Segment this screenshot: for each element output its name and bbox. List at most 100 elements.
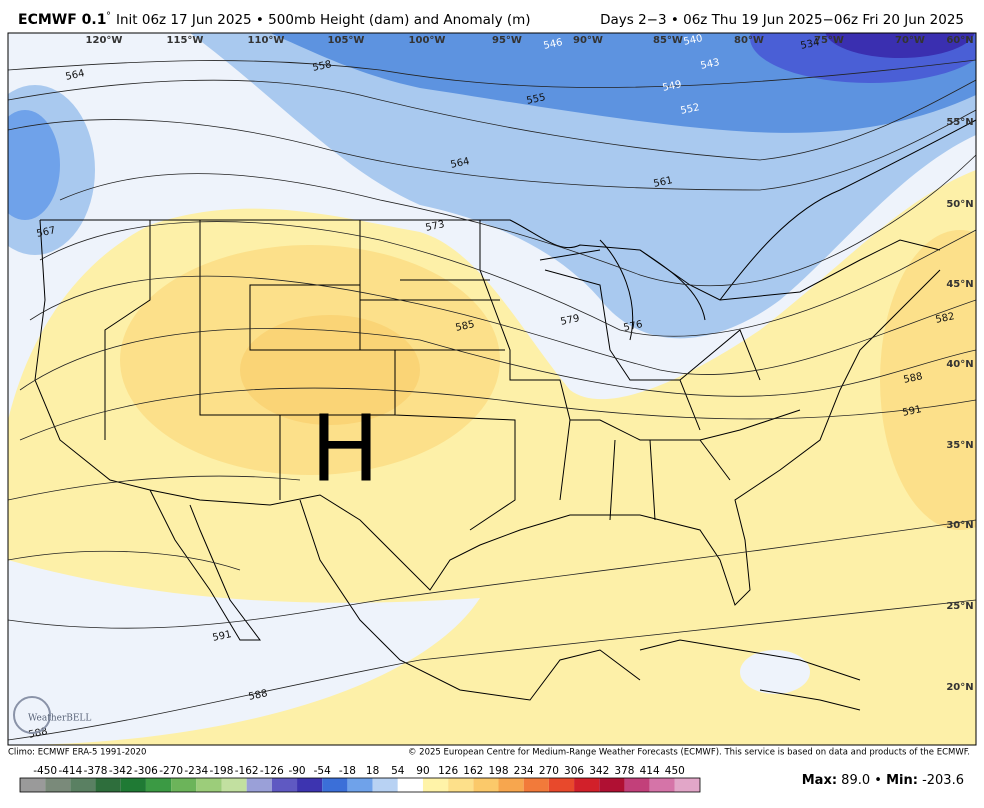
colorbar-label: -270: [159, 765, 183, 777]
contour-label: 591: [902, 404, 923, 419]
contour-label: 540: [683, 33, 704, 48]
colorbar-label: -450: [33, 765, 57, 777]
height-contour: [8, 79, 976, 161]
colorbar-label: 270: [539, 765, 559, 777]
colorbar-swatch: [246, 778, 272, 792]
boundary: [149, 489, 261, 641]
colorbar-label: -90: [288, 765, 305, 777]
anomaly-field: [240, 315, 420, 425]
anomaly-field: [880, 230, 976, 530]
colorbar-swatch: [20, 778, 46, 792]
height-contour: [8, 599, 976, 741]
contour-label: 561: [653, 175, 674, 190]
latitude-label: 55°N: [946, 117, 973, 128]
longitude-label: 105°W: [328, 35, 365, 46]
boundary: [479, 220, 801, 441]
anomaly-field: [825, 33, 975, 58]
colorbar-swatch: [548, 778, 575, 792]
colorbar-label: -18: [339, 765, 356, 777]
colorbar-label: -198: [210, 765, 234, 777]
colorbar-swatch: [523, 778, 549, 792]
colorbar-label: -306: [134, 765, 158, 777]
colorbar-label: -126: [260, 765, 284, 777]
colorbar-swatch: [674, 778, 700, 792]
boundary: [559, 419, 731, 521]
colorbar-label: -162: [235, 765, 259, 777]
map-frame: [7, 32, 977, 746]
boundary: [360, 279, 505, 351]
separator: •: [874, 773, 882, 788]
longitude-label: 70°W: [895, 35, 925, 46]
max-label: Max:: [802, 773, 837, 788]
anomaly-field: [70, 33, 150, 71]
contour-label: 573: [425, 219, 446, 234]
contour-label: 546: [543, 37, 564, 52]
latitude-label: 40°N: [946, 359, 973, 370]
height-contour: [8, 59, 976, 88]
min-value: -203.6: [922, 773, 964, 788]
longitude-label: 90°W: [573, 35, 603, 46]
colorbar-swatch: [297, 778, 323, 792]
boundary: [280, 220, 516, 531]
longitude-label: 115°W: [167, 35, 204, 46]
boundary: [40, 219, 941, 301]
colorbar-swatch: [171, 778, 197, 792]
climo-note: Climo: ECMWF ERA-5 1991-2020: [8, 748, 146, 758]
colorbar-label: -342: [109, 765, 133, 777]
height-contour: [39, 221, 976, 337]
colorbar-swatch: [599, 778, 625, 792]
contour-label: 564: [450, 156, 471, 171]
colorbar-label: 342: [589, 765, 609, 777]
boundary: [719, 119, 976, 301]
colorbar-frame: [19, 777, 701, 793]
contour-label: 588: [248, 688, 269, 703]
longitude-label: 100°W: [409, 35, 446, 46]
colorbar-swatch: [347, 778, 373, 792]
colorbar-label: 198: [488, 765, 508, 777]
colorbar-swatch: [397, 778, 423, 792]
latitude-label: 30°N: [946, 520, 973, 531]
longitude-label: 85°W: [653, 35, 683, 46]
height-contour: [29, 275, 976, 375]
colorbar-label: -54: [314, 765, 331, 777]
colorbar-label: 450: [665, 765, 685, 777]
anomaly-field: [8, 560, 480, 745]
max-min: Max: 89.0 • Min: -203.6: [802, 773, 964, 788]
colorbar-label: 18: [366, 765, 379, 777]
boundary: [299, 499, 641, 701]
colorbar-label: 90: [416, 765, 429, 777]
logo: WeatherBELL: [28, 714, 91, 724]
contour-label: 543: [700, 57, 721, 72]
height-contour: [59, 154, 976, 287]
latitude-label: 25°N: [946, 601, 973, 612]
min-label: Min:: [886, 773, 918, 788]
contour-label: 549: [662, 79, 683, 94]
colorbar-label: 54: [391, 765, 405, 777]
colorbar-swatch: [221, 778, 247, 792]
boundary: [34, 219, 941, 606]
contour-label: 588: [903, 371, 924, 386]
colorbar-swatch: [322, 778, 348, 792]
colorbar-label: 378: [614, 765, 634, 777]
latitude-label: 50°N: [946, 199, 973, 210]
colorbar-label: -234: [184, 765, 208, 777]
contour-label: 564: [65, 68, 86, 83]
colorbar-swatch: [271, 778, 298, 792]
latitude-label: 35°N: [946, 440, 973, 451]
map-area: H 564 558 555 546 540 543 534 549 552 564 561 573 579…: [8, 33, 976, 745]
colorbar-label: 162: [463, 765, 483, 777]
longitude-label: 110°W: [248, 35, 285, 46]
colorbar-swatch: [70, 778, 96, 792]
colorbar-swatch: [145, 778, 172, 792]
longitude-label: 80°W: [734, 35, 764, 46]
boundary: [544, 269, 761, 431]
contour-label: 585: [455, 319, 476, 334]
height-contour: [19, 328, 976, 397]
contour-label: 591: [212, 629, 233, 644]
contour-label: 579: [560, 313, 581, 328]
degree-sign: °: [106, 11, 111, 22]
colorbar-swatch: [448, 778, 474, 792]
latitude-label: 45°N: [946, 279, 973, 290]
contour-label: 582: [935, 311, 956, 326]
